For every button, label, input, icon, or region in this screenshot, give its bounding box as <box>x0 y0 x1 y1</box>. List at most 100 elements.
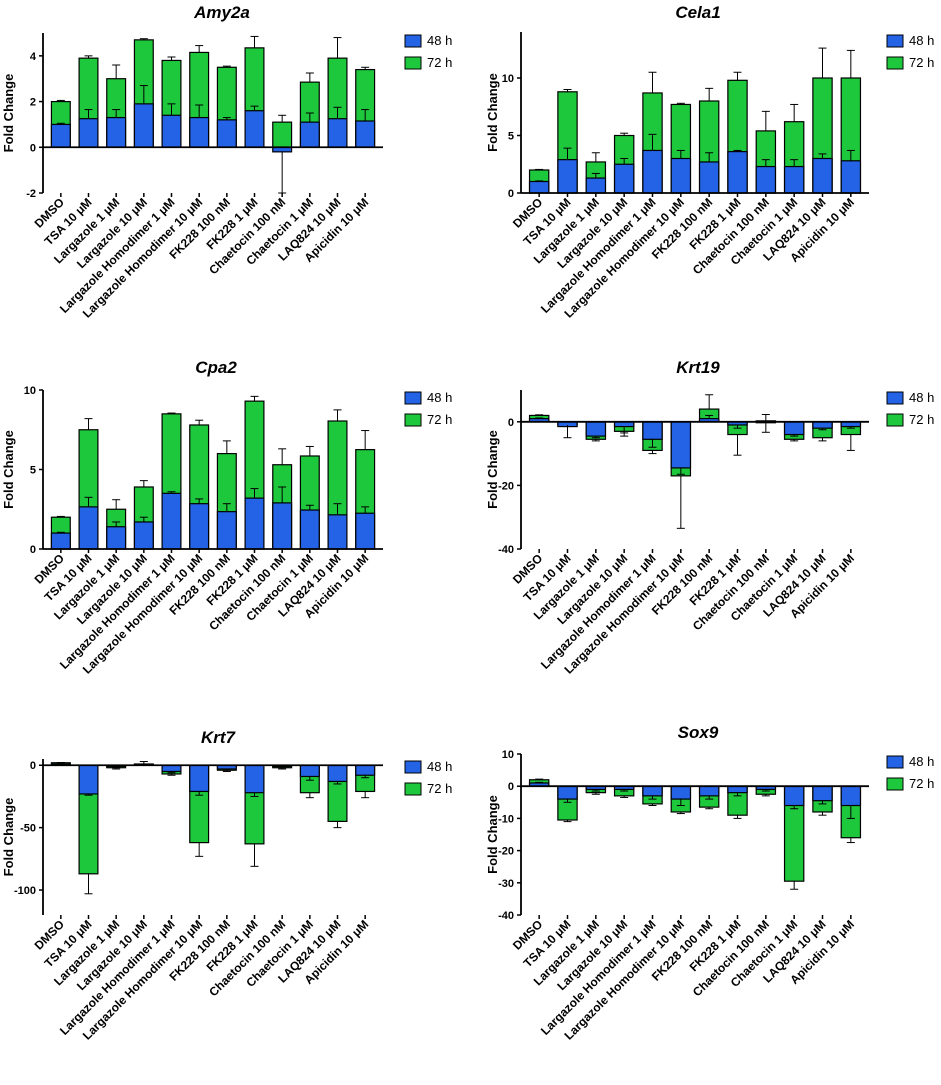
bar-48h-0 <box>528 180 550 194</box>
y-tick-label: -10 <box>498 813 514 825</box>
legend-72h-swatch <box>404 56 422 70</box>
y-axis-label: Fold Change <box>485 73 500 152</box>
y-tick-label: -2 <box>26 188 36 200</box>
legend: 48 h 72 h <box>404 759 452 796</box>
bar-48h-7 <box>244 764 265 794</box>
legend-48h-swatch <box>404 34 422 48</box>
y-tick-label: 0 <box>508 781 514 793</box>
chart-title-cela1: Cela1 <box>675 3 720 22</box>
y-tick-label: -30 <box>498 878 514 890</box>
bar-48h-9 <box>299 509 320 550</box>
bar-48h-9 <box>783 421 805 436</box>
legend: 48 h 72 h <box>404 390 452 427</box>
legend-72h-label: 72 h <box>427 55 452 70</box>
legend-72h-swatch <box>404 413 422 427</box>
chart-title-sox9: Sox9 <box>678 723 719 742</box>
y-tick-label: 10 <box>502 73 514 85</box>
y-tick-label: -40 <box>498 544 514 556</box>
chart-title-krt19: Krt19 <box>676 358 720 377</box>
y-tick-label: 0 <box>30 544 36 556</box>
bar-48h-9 <box>783 165 805 194</box>
bar-48h-11 <box>355 764 376 776</box>
legend-72h-swatch <box>886 56 904 70</box>
bar-48h-10 <box>327 514 348 550</box>
bar-48h-7 <box>727 785 748 794</box>
legend-48h-swatch <box>404 391 422 405</box>
y-tick-label: 0 <box>508 417 514 429</box>
y-axis-label: Fold Change <box>485 430 500 509</box>
chart-title-krt7: Krt7 <box>201 728 237 747</box>
y-tick-label: 10 <box>502 749 514 761</box>
chart-title-amy2a: Amy2a <box>193 3 250 22</box>
legend-48h-label: 48 h <box>909 33 934 48</box>
bar-48h-5 <box>670 421 692 469</box>
bar-48h-10 <box>812 785 833 802</box>
bar-48h-3 <box>133 103 154 148</box>
legend-48h-swatch <box>404 760 422 774</box>
bar-48h-9 <box>299 764 320 778</box>
bar-48h-11 <box>355 120 376 148</box>
bar-48h-6 <box>216 119 237 148</box>
legend-72h-label: 72 h <box>909 776 934 791</box>
legend-48h-label: 48 h <box>909 390 934 405</box>
legend-72h-label: 72 h <box>909 412 934 427</box>
y-tick-label: -20 <box>498 480 514 492</box>
bar-48h-9 <box>783 785 805 807</box>
bar-48h-6 <box>216 511 237 550</box>
bar-48h-5 <box>670 785 692 800</box>
y-tick-label: -100 <box>14 885 36 897</box>
legend-72h-label: 72 h <box>427 781 452 796</box>
y-axis-label: Fold Change <box>485 795 500 874</box>
bar-48h-2 <box>585 421 607 437</box>
y-tick-label: -20 <box>498 846 514 858</box>
bar-48h-6 <box>698 785 720 797</box>
legend: 48 h 72 h <box>886 754 934 791</box>
bar-48h-4 <box>642 785 663 797</box>
bar-48h-4 <box>161 764 182 773</box>
legend-48h-label: 48 h <box>427 33 452 48</box>
legend-48h-label: 48 h <box>427 390 452 405</box>
y-tick-label: -50 <box>20 823 36 835</box>
y-tick-label: 0 <box>30 142 36 154</box>
bar-48h-3 <box>133 521 154 550</box>
y-tick-label: 0 <box>508 188 514 200</box>
bar-48h-10 <box>812 421 833 429</box>
bar-48h-4 <box>642 149 663 194</box>
legend-48h-label: 48 h <box>909 754 934 769</box>
bar-48h-1 <box>557 159 578 194</box>
bar-48h-2 <box>106 116 127 148</box>
bar-48h-7 <box>727 151 748 194</box>
bar-48h-5 <box>189 116 210 148</box>
bar-48h-3 <box>613 163 635 194</box>
bar-48h-0 <box>50 123 71 148</box>
bar-48h-7 <box>244 110 265 148</box>
legend-72h-swatch <box>886 413 904 427</box>
bar-48h-1 <box>557 785 578 800</box>
bar-48h-2 <box>106 526 127 550</box>
bar-48h-4 <box>161 114 182 148</box>
y-tick-label: 10 <box>24 385 36 397</box>
bar-48h-8 <box>755 165 777 194</box>
bar-48h-10 <box>812 157 833 194</box>
legend-48h-swatch <box>886 755 904 769</box>
legend-72h-label: 72 h <box>427 412 452 427</box>
y-tick-label: 0 <box>30 760 36 772</box>
legend-48h-label: 48 h <box>427 759 452 774</box>
legend: 48 h 72 h <box>886 33 934 70</box>
chart-title-cpa2: Cpa2 <box>195 358 237 377</box>
y-tick-label: 5 <box>508 131 514 143</box>
bar-72h-8 <box>272 121 293 148</box>
bar-48h-0 <box>50 532 71 550</box>
legend-72h-swatch <box>886 777 904 791</box>
bar-48h-2 <box>585 177 607 194</box>
y-tick-label: 4 <box>30 51 37 63</box>
y-axis-label: Fold Change <box>1 430 16 509</box>
bar-48h-10 <box>327 764 348 783</box>
bar-48h-8 <box>272 502 293 550</box>
legend-72h-label: 72 h <box>909 55 934 70</box>
